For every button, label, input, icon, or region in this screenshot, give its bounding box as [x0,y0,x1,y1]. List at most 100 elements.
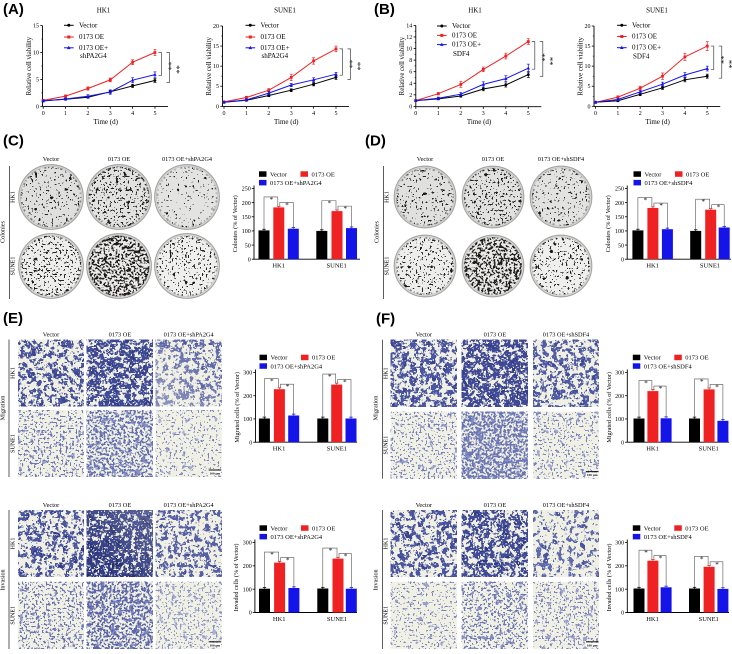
svg-text:0: 0 [42,111,45,117]
svg-text:8: 8 [409,58,412,64]
svg-text:SUNE1: SUNE1 [646,7,668,15]
svg-text:SDF4: SDF4 [453,50,470,58]
svg-text:Vector: Vector [452,22,471,30]
svg-text:Vector: Vector [644,525,662,532]
svg-text:0173 OE: 0173 OE [79,33,104,41]
svg-text:(C): (C) [3,133,24,150]
svg-text:300: 300 [243,541,252,547]
svg-text:200: 200 [615,201,624,207]
svg-text:100 μm: 100 μm [587,473,598,477]
svg-text:HK1: HK1 [646,446,659,453]
svg-text:0: 0 [249,440,252,446]
svg-text:300: 300 [243,371,252,377]
svg-text:0173 OE: 0173 OE [108,156,131,163]
svg-text:0173 OE: 0173 OE [109,502,132,509]
svg-text:200: 200 [243,564,252,570]
svg-text:Colonies: Colonies [0,220,7,243]
svg-text:0173 OE: 0173 OE [685,525,708,532]
svg-text:4: 4 [683,111,686,117]
svg-text:300: 300 [615,371,624,377]
svg-text:100: 100 [243,587,252,593]
svg-text:(F): (F) [376,311,395,328]
svg-text:100 μm: 100 μm [210,472,221,476]
svg-text:SUNE1: SUNE1 [384,606,390,625]
svg-text:Vector: Vector [261,21,280,29]
svg-text:50: 50 [245,243,251,249]
svg-text:0173 OE: 0173 OE [109,332,132,339]
svg-text:0: 0 [36,104,39,110]
svg-text:3: 3 [661,111,664,117]
svg-text:Colonies (% of Vector): Colonies (% of Vector) [605,195,612,252]
svg-text:0173 OE+shPA2G4: 0173 OE+shPA2G4 [271,534,323,541]
svg-text:HK1: HK1 [273,446,286,453]
svg-text:**: ** [537,53,547,62]
svg-text:**: ** [353,62,363,71]
svg-text:0: 0 [621,611,624,617]
svg-text:(E): (E) [3,310,23,327]
svg-text:SUNE1: SUNE1 [699,616,719,623]
svg-text:HK1: HK1 [646,263,659,270]
svg-text:50: 50 [618,243,624,249]
svg-text:HK1: HK1 [11,191,17,203]
svg-text:*: * [270,196,274,204]
svg-text:0: 0 [588,104,591,110]
svg-text:3: 3 [109,111,112,117]
svg-text:SUNE1: SUNE1 [699,446,719,453]
svg-text:100: 100 [243,417,252,423]
svg-text:shPA2G4: shPA2G4 [262,52,289,60]
svg-text:Vector: Vector [632,21,651,29]
svg-text:5: 5 [36,77,39,83]
svg-text:HK1: HK1 [385,191,391,203]
svg-text:0173 OE: 0173 OE [632,33,657,41]
svg-text:0173 OE+: 0173 OE+ [261,44,290,52]
svg-text:6: 6 [409,70,412,76]
svg-text:10: 10 [406,47,412,53]
svg-text:Migration: Migration [0,396,7,421]
svg-text:*: * [659,385,663,393]
svg-text:Migrated cells (% of Vector): Migrated cells (% of Vector) [234,372,241,443]
svg-text:Time (d): Time (d) [93,118,118,126]
svg-text:0173 OE+shPA2G4: 0173 OE+shPA2G4 [164,502,215,509]
svg-text:Vector: Vector [416,332,433,339]
svg-text:5: 5 [216,84,219,90]
svg-text:4: 4 [312,111,315,117]
svg-text:*: * [328,200,332,208]
svg-text:Vector: Vector [43,502,60,509]
svg-text:**: ** [164,62,174,71]
svg-text:0: 0 [594,111,597,117]
svg-text:0173 OE: 0173 OE [312,355,335,362]
svg-text:0173 OE: 0173 OE [312,525,335,532]
svg-text:Invasion: Invasion [0,569,7,590]
svg-text:Vector: Vector [417,156,434,163]
svg-text:2: 2 [409,93,412,99]
svg-text:1: 1 [437,111,440,117]
svg-text:0173 OE+shSDF4: 0173 OE+shSDF4 [543,502,590,509]
svg-text:0173 OE+: 0173 OE+ [452,41,481,49]
svg-text:**: ** [545,57,555,66]
svg-text:0173 OE+shPA2G4: 0173 OE+shPA2G4 [164,332,215,339]
svg-text:SUNE1: SUNE1 [327,446,347,453]
svg-text:SUNE1: SUNE1 [274,7,296,15]
svg-text:Time (d): Time (d) [467,118,492,126]
svg-text:20: 20 [585,24,591,30]
svg-text:SUNE1: SUNE1 [11,257,17,276]
svg-text:0: 0 [223,111,226,117]
svg-text:Vector: Vector [271,355,289,362]
svg-text:Vector: Vector [416,502,433,509]
svg-text:5: 5 [335,111,338,117]
svg-text:4: 4 [409,81,412,87]
svg-text:Relative cell viability: Relative cell viability [399,36,406,95]
svg-text:*: * [344,553,348,561]
svg-text:*: * [285,201,289,209]
svg-text:200: 200 [615,394,624,400]
svg-text:0: 0 [409,104,412,110]
svg-text:HK1: HK1 [272,263,285,270]
svg-text:0: 0 [248,257,251,263]
svg-text:15: 15 [585,44,591,50]
svg-text:0: 0 [216,104,219,110]
svg-text:Vector: Vector [644,355,662,362]
svg-text:SUNE1: SUNE1 [384,436,390,455]
svg-text:Time (d): Time (d) [274,118,299,126]
svg-text:SUNE1: SUNE1 [385,257,391,276]
svg-text:HK1: HK1 [468,7,482,15]
